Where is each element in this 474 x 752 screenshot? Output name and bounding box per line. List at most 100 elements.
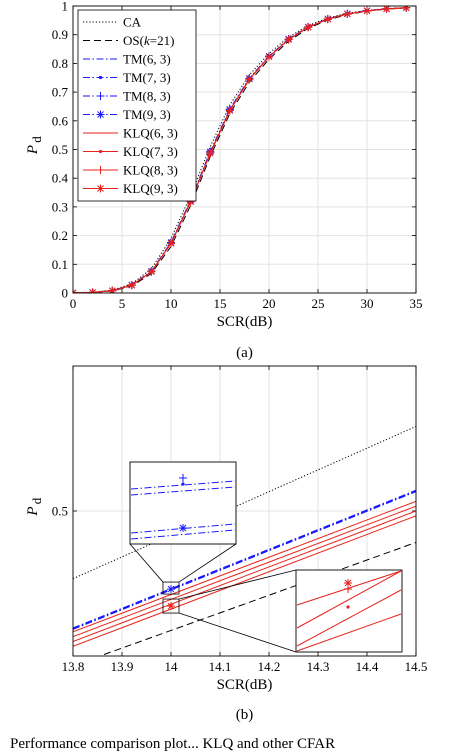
b-xtick-label-7: 14.5	[405, 659, 428, 674]
a-point-9-11	[284, 35, 293, 44]
a-legend-marker-8	[96, 166, 105, 174]
a-legend-marker-7	[98, 149, 103, 154]
b-inset-tm-point	[181, 482, 185, 486]
b-xtick-label-1: 13.9	[111, 659, 134, 674]
b-xtick-label-3: 14.1	[209, 659, 232, 674]
a-ytick-label-4: 0.4	[52, 171, 69, 186]
b-inset-klq-plus	[344, 585, 352, 593]
a-point-9-15	[363, 6, 371, 15]
a-legend-marker-9	[96, 184, 105, 193]
b-series-line-9	[73, 500, 416, 633]
a-ytick-label-0: 0	[62, 286, 69, 301]
b-inset-klq-line-0	[296, 570, 402, 606]
a-legend-marker-3	[98, 75, 103, 80]
caption-fragment: Performance comparison plot... KLQ and o…	[10, 736, 335, 752]
b-series-line-8	[73, 505, 416, 638]
a-xtick-label-1: 5	[119, 296, 126, 311]
a-point-9-17	[402, 6, 411, 12]
b-xtick-label-6: 14.4	[356, 659, 379, 674]
chart-panel-a: 0 5 10 15 20 25 30 35 0 0.1 0.2 0.3 0.4 0.5 0.6 0.7 0.8 0…	[25, 0, 423, 361]
a-point-9-5	[167, 239, 175, 248]
a-point-9-4	[147, 267, 156, 276]
a-point-9-9	[245, 75, 254, 84]
b-inset-tm-line-3	[130, 529, 236, 540]
a-point-9-3	[127, 281, 136, 290]
a-point-9-7	[206, 149, 215, 158]
b-inset-klq-line-2	[296, 589, 402, 647]
a-ylabel-subscript: d	[29, 136, 44, 143]
b-zoom-rect-klq	[162, 598, 180, 614]
chart-panel-b: 13.8 13.9 14 14.1 14.2 14.3 14.4 14.5 0.5 SCR(dB)…	[25, 365, 428, 723]
a-ytick-label-3: 0.3	[52, 199, 68, 214]
a-point-9-13	[323, 15, 332, 24]
a-ytick-label-8: 0.8	[52, 56, 68, 71]
a-point-9-16	[382, 6, 391, 13]
b-series-line-7	[73, 510, 416, 642]
a-panel-label: (a)	[236, 345, 253, 361]
b-klq-star-marker	[167, 602, 175, 611]
a-xtick-label-4: 20	[263, 296, 276, 311]
b-inset1-connector-right	[178, 543, 237, 583]
a-point-9-14	[343, 10, 352, 19]
b-inset-tm-line-0	[130, 480, 236, 490]
a-xtick-label-2: 10	[165, 296, 178, 311]
b-inset2-connector-bottom	[178, 612, 297, 653]
b-inset-tm-plus	[179, 474, 187, 482]
b-xtick-label-4: 14.2	[258, 659, 281, 674]
a-xtick-label-3: 15	[214, 296, 227, 311]
a-ytick-label-1: 0.1	[52, 257, 68, 272]
b-xtick-label-0: 13.8	[62, 659, 85, 674]
b-inset-klq-point	[346, 605, 350, 609]
a-legend-label-5: TM(9, 3)	[123, 107, 171, 122]
b-series-line-6	[73, 515, 416, 647]
b-ytick-label-0: 0.5	[52, 504, 68, 519]
a-series-line-9	[73, 7, 407, 293]
a-legend-label-3: TM(7, 3)	[123, 70, 171, 85]
b-ylabel-subscript: d	[29, 497, 44, 504]
b-inset-klq-line-3	[296, 613, 402, 652]
a-point-9-1	[88, 288, 97, 293]
a-ytick-label-10: 1	[62, 0, 69, 14]
b-inset-klq-line-1	[296, 570, 402, 629]
a-xtick-label-7: 35	[410, 296, 423, 311]
b-series-line-1	[98, 541, 416, 656]
a-point-9-12	[304, 23, 313, 32]
b-ylabel: P	[25, 506, 41, 516]
a-legend-label-4: TM(8, 3)	[123, 89, 171, 104]
a-point-9-2	[108, 286, 117, 293]
b-tm-star-marker	[167, 585, 175, 594]
b-inset-tm-star	[179, 524, 187, 532]
b-inset-tm-line-1	[130, 486, 236, 496]
a-xlabel: SCR(dB)	[217, 314, 273, 330]
a-ylabel: P	[25, 145, 41, 155]
a-ytick-label-2: 0.2	[52, 228, 68, 243]
a-ytick-label-7: 0.7	[52, 85, 69, 100]
b-xtick-label-2: 14	[165, 659, 179, 674]
a-legend-marker-4	[96, 92, 105, 100]
a-legend-label-0: CA	[123, 15, 142, 30]
a-legend-marker-5	[96, 110, 105, 119]
b-xlabel: SCR(dB)	[217, 677, 273, 693]
b-xtick-label-5: 14.3	[307, 659, 330, 674]
a-legend-label-9: KLQ(9, 3)	[123, 181, 178, 196]
a-xtick-label-5: 25	[312, 296, 325, 311]
b-panel-label: (b)	[236, 707, 254, 723]
a-ytick-label-5: 0.5	[52, 142, 68, 157]
b-inset2-connector-top	[178, 569, 297, 600]
a-point-9-10	[265, 52, 273, 61]
a-point-9-8	[225, 106, 234, 115]
a-axes-frame	[72, 5, 417, 294]
a-ytick-label-9: 0.9	[52, 27, 68, 42]
b-axes-frame	[72, 365, 417, 657]
b-series-group	[73, 425, 416, 656]
a-legend-label-8: KLQ(8, 3)	[123, 163, 178, 178]
a-legend-label-1: OS(k=21)	[123, 33, 174, 48]
a-xtick-label-6: 30	[361, 296, 374, 311]
b-inset1-connector-left	[129, 543, 164, 583]
a-legend-label-2: TM(6, 3)	[123, 52, 171, 67]
a-legend-label-6: KLQ(6, 3)	[123, 126, 178, 141]
a-legend-label-7: KLQ(7, 3)	[123, 144, 178, 159]
a-xtick-label-0: 0	[70, 296, 77, 311]
b-inset-tm-line-2	[130, 523, 236, 534]
